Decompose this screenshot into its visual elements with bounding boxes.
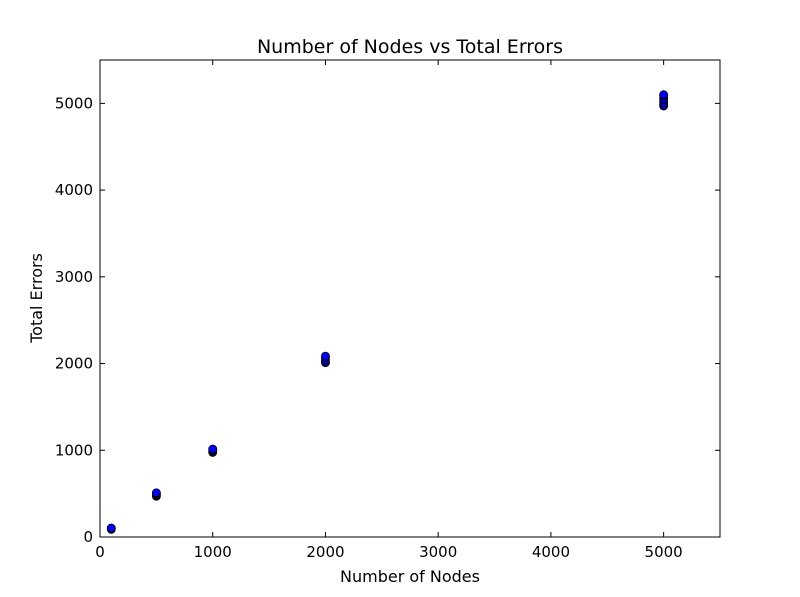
axes-background — [100, 60, 720, 537]
x-tick-label: 5000 — [645, 543, 683, 561]
x-tick-label: 3000 — [419, 543, 457, 561]
y-tick-label: 5000 — [55, 94, 93, 112]
y-tick-label: 1000 — [55, 441, 93, 459]
axes-frame — [99, 59, 721, 538]
x-tick-label: 4000 — [532, 543, 570, 561]
y-tick-label: 3000 — [55, 268, 93, 286]
x-axis-title: Number of Nodes — [340, 567, 480, 586]
y-axis-title: Total Errors — [27, 253, 46, 344]
x-tick-label: 1000 — [194, 543, 232, 561]
y-tick-label: 2000 — [55, 355, 93, 373]
data-point — [321, 351, 330, 361]
data-point — [208, 444, 218, 454]
data-point — [151, 488, 161, 498]
y-tick-label: 4000 — [55, 181, 93, 199]
x-tick-label: 2000 — [306, 543, 344, 561]
data-point — [659, 90, 669, 100]
y-tick-label: 0 — [83, 528, 93, 546]
data-point — [106, 523, 116, 533]
plot-area: 0 1000 2000 3000 4000 5000 0 1000 2000 3000 4000 50… — [55, 59, 721, 561]
x-tick-label: 0 — [95, 543, 105, 561]
chart-title: Number of Nodes vs Total Errors — [257, 36, 563, 58]
